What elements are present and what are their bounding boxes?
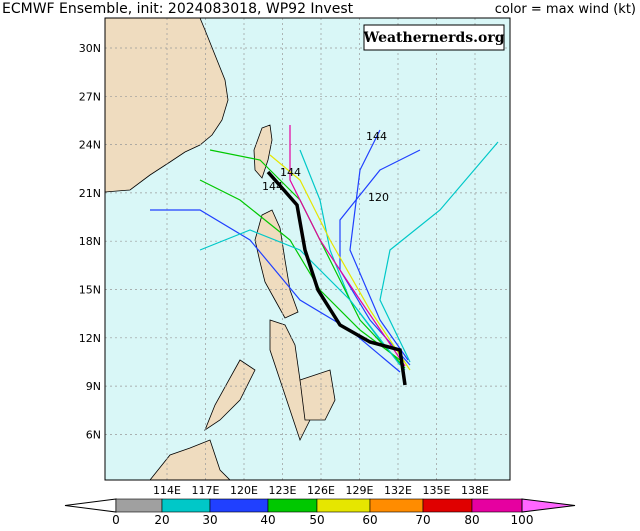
land (105, 18, 336, 480)
lat-label: 18N (79, 235, 101, 248)
track-label: 144 (366, 130, 387, 143)
lon-label: 132E (384, 484, 412, 497)
colorbar-segment (209, 498, 269, 513)
colorbar-tick-label: 60 (362, 513, 377, 527)
colorbar-segment (267, 498, 318, 513)
lon-label: 135E (423, 484, 451, 497)
lon-label: 117E (192, 484, 220, 497)
watermark-box (363, 24, 505, 51)
colorbar-segment (369, 498, 424, 513)
track-label: 120 (368, 191, 389, 204)
lon-label: 129E (346, 484, 374, 497)
colorbar-overflow (521, 498, 576, 513)
colorbar-tick-label: 80 (464, 513, 479, 527)
lon-label: 126E (307, 484, 335, 497)
track-label: 144 (262, 180, 283, 193)
track-label: 144 (280, 166, 301, 179)
lat-label: 15N (79, 284, 101, 297)
track-labels: 144 120 144 144 (262, 130, 389, 204)
map-frame (104, 17, 511, 481)
lat-label: 27N (79, 90, 101, 103)
legend-note: color = max wind (kt) (495, 2, 636, 17)
colorbar: 0 20 30 40 50 60 70 80 100 (64, 498, 576, 527)
colorbar-segment (316, 498, 371, 513)
colorbar-underflow (64, 498, 117, 513)
colorbar-tick-label: 100 (511, 513, 534, 527)
colorbar-segment (422, 498, 473, 513)
lon-label: 114E (153, 484, 181, 497)
lon-label: 120E (230, 484, 258, 497)
colorbar-tick-label: 20 (154, 513, 169, 527)
watermark: Weathernerds.org (363, 30, 505, 46)
lat-label: 21N (79, 187, 101, 200)
lon-label: 138E (461, 484, 489, 497)
colorbar-tick-label: 40 (260, 513, 275, 527)
colorbar-tick-label: 0 (112, 513, 120, 527)
lon-label: 123E (269, 484, 297, 497)
colorbar-tick-label: 30 (202, 513, 217, 527)
colorbar-tick-label: 50 (309, 513, 324, 527)
colorbar-segment (471, 498, 523, 513)
lat-label: 12N (79, 332, 101, 345)
lat-label: 30N (79, 42, 101, 55)
lat-label: 9N (86, 380, 101, 393)
title: ECMWF Ensemble, init: 2024083018, WP92 I… (2, 1, 354, 17)
lat-label: 24N (79, 139, 101, 152)
axis-labels: 30N 27N 24N 21N 18N 15N 12N 9N 6N 114E 117E 120E 123… (79, 42, 489, 497)
map-area: 144 120 144 144 Weathernerds.org (105, 18, 510, 480)
colorbar-tick-label: 70 (415, 513, 430, 527)
colorbar-segment (161, 498, 211, 513)
colorbar-segment (115, 498, 163, 513)
mean-track (266, 170, 407, 386)
grid (105, 18, 510, 480)
lat-label: 6N (86, 428, 101, 441)
